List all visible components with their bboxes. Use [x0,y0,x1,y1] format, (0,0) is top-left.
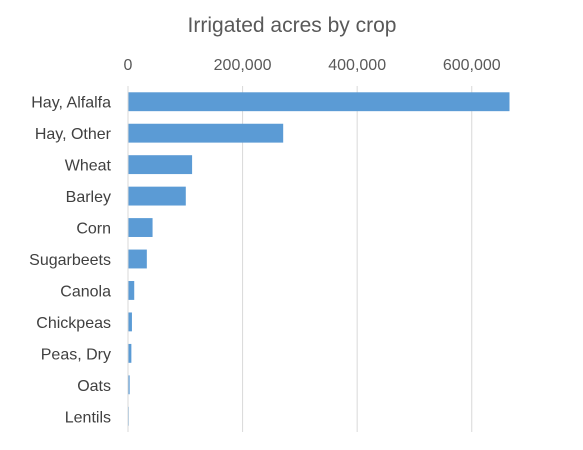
bar [128,155,193,175]
category-label: Barley [66,189,111,206]
bar [128,281,135,300]
bar [128,123,284,143]
x-tick-label: 0 [124,57,133,74]
x-axis-ticks: 0 200,000 400,000 600,000 [124,57,501,74]
bar [128,186,186,206]
bar [128,249,147,269]
category-label: Sugarbeets [29,252,111,269]
bar [128,218,153,237]
category-label: Wheat [65,158,112,175]
gridlines [127,86,473,432]
bars [128,92,510,426]
category-label: Hay, Alfalfa [31,95,111,112]
category-label: Chickpeas [36,315,111,332]
x-tick-label: 200,000 [214,57,272,74]
chart-title: Irrigated acres by crop [188,14,397,37]
x-tick-label: 400,000 [328,57,386,74]
category-label: Peas, Dry [41,346,111,363]
category-label: Canola [60,283,111,300]
bar [128,92,510,112]
category-label: Hay, Other [35,126,112,143]
category-label: Oats [77,378,111,395]
bar [128,312,132,332]
x-tick-label: 600,000 [443,57,501,74]
bar [128,343,132,363]
category-labels: Hay, Alfalfa Hay, Other Wheat Barley Corn Sug… [29,95,112,427]
bar [128,375,130,395]
category-label: Lentils [65,409,111,426]
category-label: Corn [76,221,111,238]
